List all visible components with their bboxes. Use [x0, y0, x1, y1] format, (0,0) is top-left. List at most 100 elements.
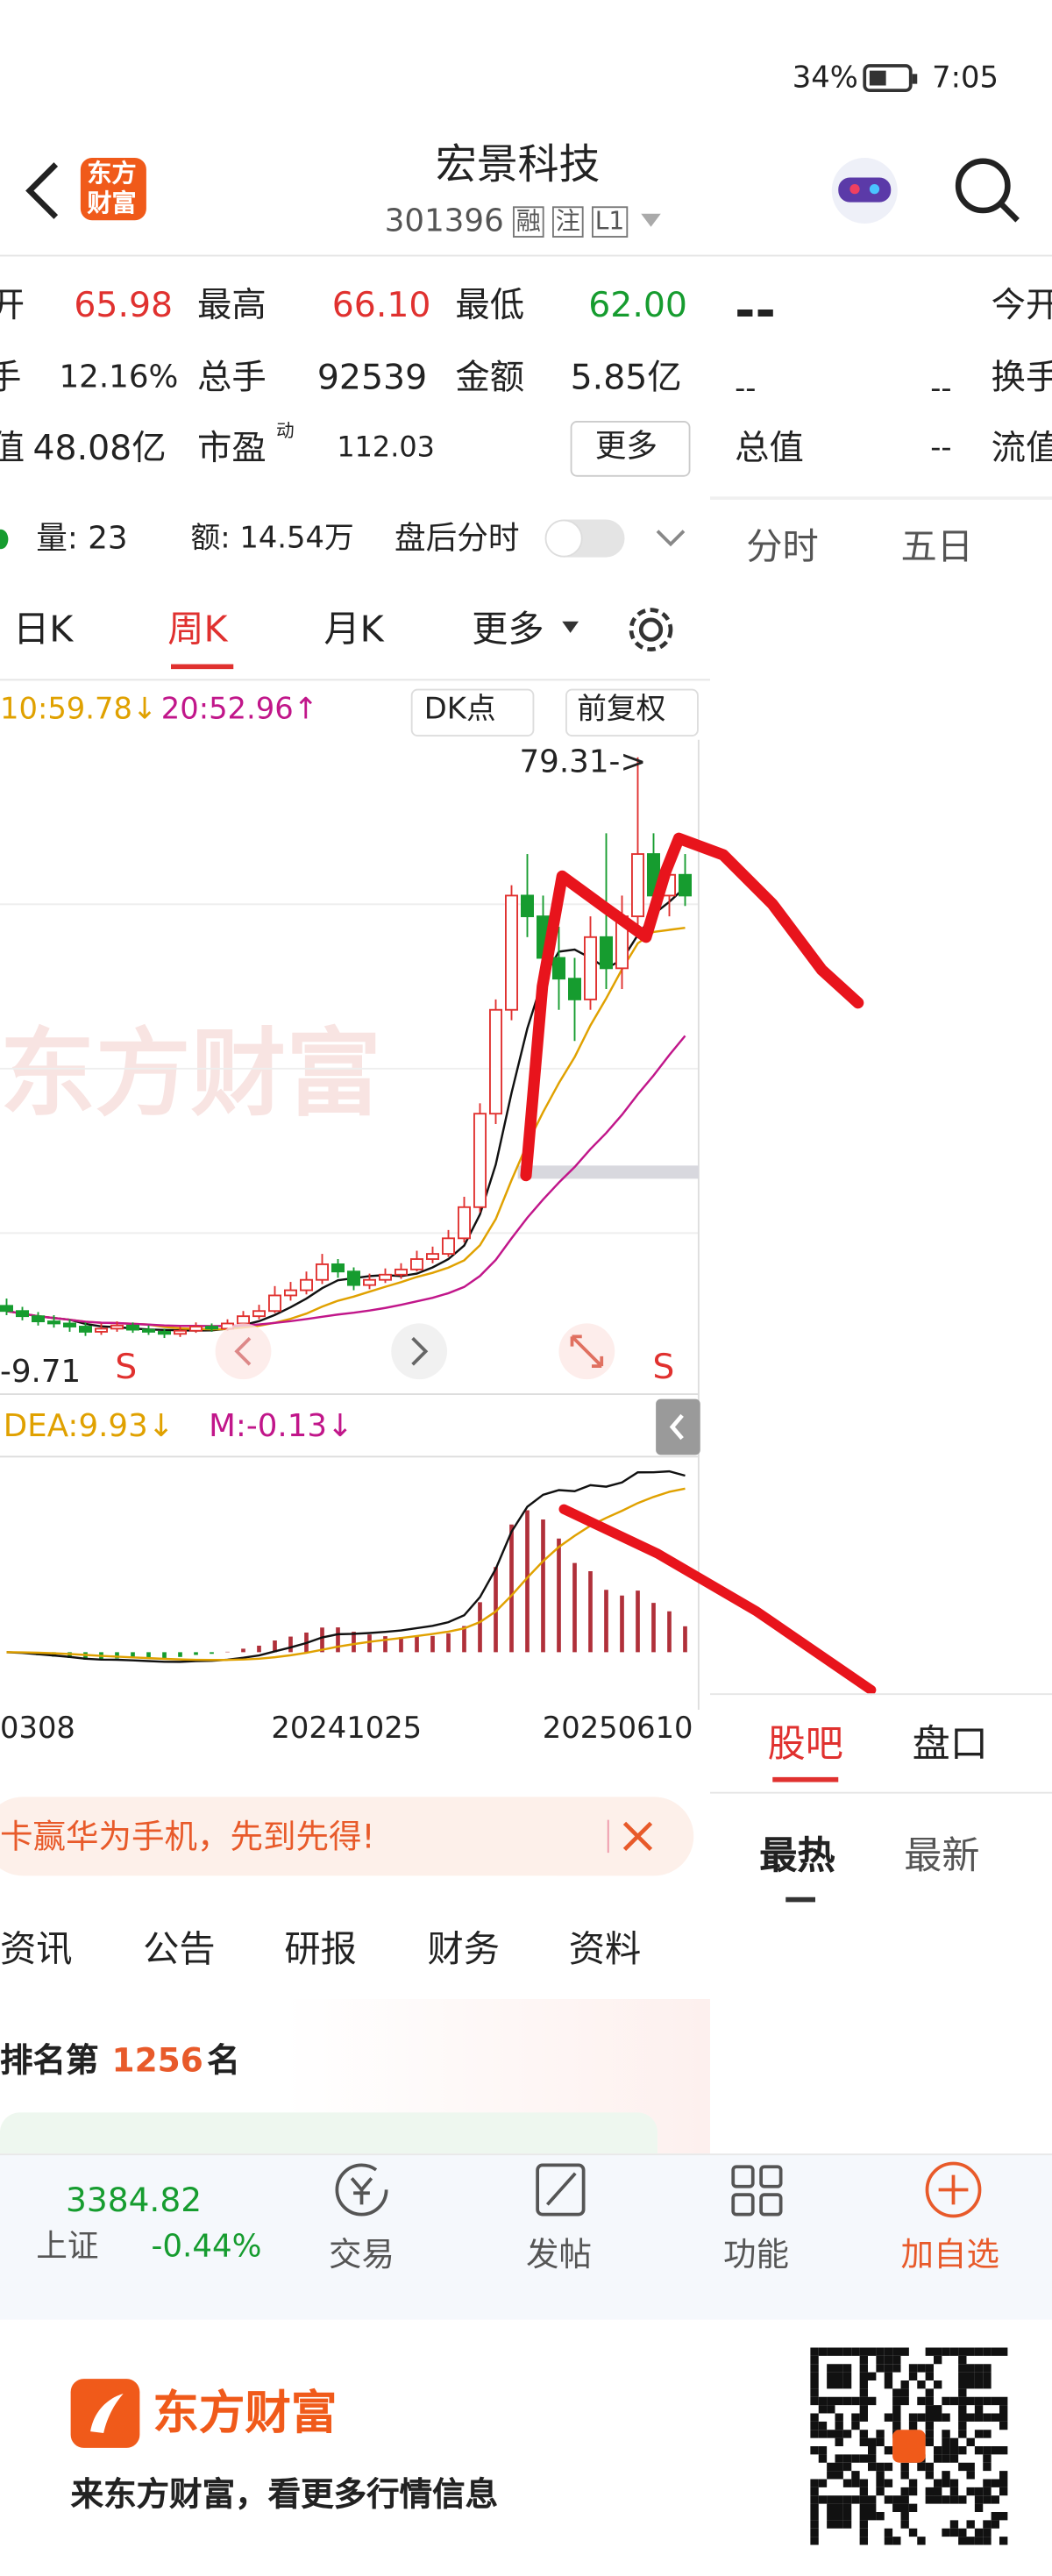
side-tab[interactable]: 五日: [900, 527, 974, 569]
robot-avatar[interactable]: [825, 153, 904, 228]
candle-body: [473, 1113, 487, 1208]
qr-cell: [949, 2446, 959, 2455]
qr-cell: [966, 2413, 975, 2422]
more-button[interactable]: [570, 421, 691, 477]
qr-cell: [925, 2462, 934, 2472]
qr-cell: [942, 2413, 950, 2422]
news-tab[interactable]: 资料: [568, 1930, 642, 1972]
news-tab[interactable]: 研报: [284, 1930, 357, 1972]
sort-tab[interactable]: 最新: [904, 1835, 980, 1879]
qr-cell: [908, 2528, 918, 2537]
qr-cell: [810, 2479, 819, 2487]
qr-cell: [851, 2454, 860, 2463]
dk-button[interactable]: [410, 688, 535, 737]
period-tab[interactable]: 周K: [167, 609, 228, 651]
back-button[interactable]: [20, 161, 63, 221]
qr-cell: [835, 2495, 843, 2504]
action[interactable]: 发帖: [526, 2234, 592, 2274]
quote-label: 最低: [455, 285, 525, 325]
qr-cell: [917, 2462, 926, 2472]
qr-cell: [859, 2413, 868, 2422]
side-tab[interactable]: 分时: [746, 527, 819, 569]
qr-cell: [942, 2430, 950, 2438]
qr-cell: [925, 2413, 934, 2422]
qr-cell: [835, 2437, 843, 2446]
qr-cell: [842, 2396, 852, 2406]
adjust-button[interactable]: [565, 688, 699, 737]
qr-cell: [966, 2396, 975, 2406]
signal: S: [652, 1347, 675, 1387]
date-label: 20250610: [542, 1711, 693, 1747]
qr-cell: [958, 2413, 967, 2422]
candle-body: [552, 957, 565, 980]
qr-cell: [810, 2347, 819, 2356]
qr-cell: [810, 2355, 819, 2365]
qr-cell: [884, 2372, 893, 2380]
qr-cell: [884, 2495, 893, 2504]
period-tab[interactable]: 日K: [13, 609, 74, 651]
quote-label: 手: [0, 360, 21, 395]
qr-cell: [835, 2347, 843, 2356]
candle-body: [158, 1330, 171, 1335]
dif-line: [6, 1469, 686, 1663]
action[interactable]: 加自选: [900, 2234, 1000, 2274]
qr-cell: [835, 2471, 843, 2480]
banner[interactable]: [0, 1797, 694, 1876]
qr-cell: [925, 2421, 934, 2430]
adjust-label: 前复权: [577, 692, 666, 727]
qr-cell: [851, 2413, 860, 2422]
qr-cell: [859, 2479, 868, 2487]
qr-cell: [810, 2512, 819, 2521]
qr-cell: [868, 2503, 877, 2512]
collapse[interactable]: [656, 1398, 700, 1455]
action[interactable]: 功能: [723, 2234, 789, 2274]
forum-tab[interactable]: 股吧: [767, 1723, 843, 1767]
qr-cell: [859, 2388, 868, 2397]
period-tab[interactable]: 月K: [323, 609, 384, 651]
quote-value: 5.85亿: [570, 357, 682, 397]
news-tab[interactable]: 财务: [427, 1930, 501, 1972]
expand[interactable]: [656, 530, 686, 550]
candle-body: [410, 1258, 424, 1270]
qr-cell: [900, 2396, 909, 2406]
qr-cell: [842, 2462, 852, 2472]
ma-legend: 10:59.78↓: [0, 692, 158, 727]
candle-body: [32, 1315, 46, 1323]
candle-body: [46, 1320, 60, 1325]
qr-cell: [991, 2520, 999, 2529]
settings[interactable]: [625, 603, 678, 656]
dropdown[interactable]: [641, 213, 661, 231]
qr-cell: [810, 2528, 819, 2537]
qr-cell: [827, 2347, 835, 2356]
toggle[interactable]: [544, 518, 630, 561]
candle-body: [426, 1253, 440, 1260]
qr-cell: [974, 2380, 984, 2389]
qr-cell: [842, 2503, 852, 2512]
qr-cell: [983, 2520, 992, 2529]
ma-legend: 20:52.96↑: [160, 692, 318, 727]
qr-cell: [966, 2537, 975, 2545]
qr-cell: [999, 2471, 1008, 2480]
qr-cell: [942, 2347, 950, 2356]
banner-close[interactable]: [605, 1817, 665, 1856]
chart-buttons[interactable]: [214, 1322, 625, 1384]
qr-cell: [859, 2364, 868, 2373]
qr-cell: [810, 2495, 819, 2504]
news-tab[interactable]: 资讯: [0, 1930, 73, 1972]
qr-cell: [925, 2437, 934, 2446]
qr-cell: [842, 2347, 852, 2356]
qr-cell: [925, 2405, 934, 2414]
qr-cell: [827, 2372, 835, 2380]
period-tab[interactable]: 更多: [472, 609, 544, 651]
sort-tab[interactable]: 最热: [759, 1835, 835, 1879]
qr-cell: [884, 2355, 893, 2365]
qr-cell: [991, 2512, 999, 2521]
qr-cell: [892, 2355, 901, 2365]
action[interactable]: 交易: [329, 2234, 394, 2274]
forum-tab[interactable]: 盘口: [912, 1723, 988, 1767]
qr-cell: [892, 2388, 901, 2397]
news-tab[interactable]: 公告: [143, 1930, 216, 1972]
search-button[interactable]: [954, 156, 1023, 225]
qr-cell: [958, 2421, 967, 2430]
qr-cell: [835, 2462, 843, 2472]
